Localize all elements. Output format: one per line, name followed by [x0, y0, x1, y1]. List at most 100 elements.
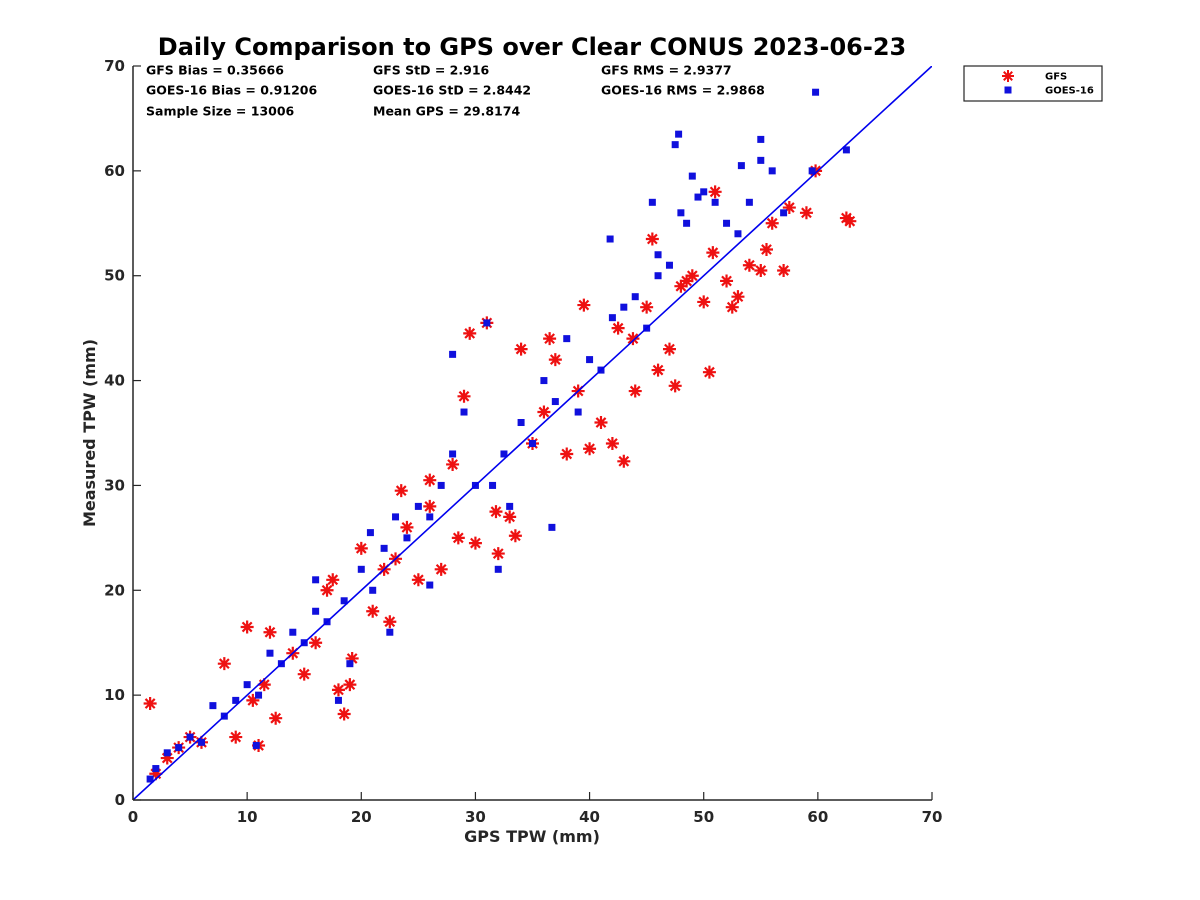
y-tick-label: 30	[104, 476, 125, 494]
data-point	[645, 232, 659, 246]
data-point	[392, 513, 400, 521]
data-point	[702, 365, 716, 379]
x-tick-label: 60	[807, 808, 828, 826]
data-point	[742, 258, 756, 272]
data-point	[357, 565, 365, 573]
data-point	[697, 295, 711, 309]
data-point	[665, 261, 673, 269]
data-point	[654, 272, 662, 280]
data-point	[326, 573, 340, 587]
x-tick-label: 30	[465, 808, 486, 826]
data-point	[548, 353, 562, 367]
data-point	[606, 235, 614, 243]
data-point	[240, 620, 254, 634]
data-point	[608, 314, 616, 322]
data-point	[232, 696, 240, 704]
x-tick-label: 40	[579, 808, 600, 826]
data-point	[674, 279, 688, 293]
data-point	[799, 206, 813, 220]
x-tick-label: 70	[922, 808, 943, 826]
data-point	[383, 615, 397, 629]
data-point	[400, 520, 414, 534]
data-point	[620, 303, 628, 311]
data-point	[648, 198, 656, 206]
data-point	[594, 416, 608, 430]
data-point	[611, 321, 625, 335]
data-point	[731, 290, 745, 304]
data-point	[842, 146, 850, 154]
legend-label: GFS	[1045, 72, 1067, 83]
data-point	[491, 547, 505, 561]
data-point	[434, 562, 448, 576]
data-point	[725, 300, 739, 314]
data-point	[506, 502, 514, 510]
stat-text: GFS Bias = 0.35666	[146, 63, 284, 78]
data-point	[508, 529, 522, 543]
data-point	[386, 628, 394, 636]
data-point	[346, 660, 354, 668]
data-point	[411, 573, 425, 587]
data-point	[394, 484, 408, 498]
data-point	[503, 510, 517, 524]
data-point	[583, 442, 597, 456]
data-point	[269, 711, 283, 725]
data-point	[843, 214, 857, 228]
data-point	[529, 439, 536, 447]
data-point	[685, 269, 699, 283]
data-point	[143, 697, 157, 711]
data-point	[543, 332, 557, 346]
data-point	[320, 583, 334, 597]
data-point	[708, 185, 722, 199]
data-point	[209, 702, 217, 710]
data-point	[354, 541, 368, 555]
data-point	[146, 775, 154, 783]
data-point	[186, 733, 194, 741]
stat-text: Mean GPS = 29.8174	[373, 104, 520, 119]
y-axis-label: Measured TPW (mm)	[80, 339, 99, 527]
data-point	[577, 298, 591, 312]
data-point	[297, 667, 311, 681]
data-point	[380, 544, 388, 552]
axes: 0 10 20 30 40 50 60 70 0 10 20 30 40 50 60 70	[104, 57, 942, 826]
y-tick-label: 10	[104, 686, 125, 704]
data-point	[500, 450, 508, 458]
data-point	[229, 730, 243, 744]
data-point	[777, 263, 791, 277]
data-point	[414, 502, 422, 510]
data-point	[757, 156, 765, 164]
data-point	[808, 167, 816, 175]
data-point	[468, 536, 482, 550]
data-point	[175, 744, 183, 752]
data-point	[426, 581, 434, 589]
data-point	[563, 335, 571, 343]
data-point	[574, 408, 582, 416]
data-point	[366, 529, 374, 537]
data-point	[494, 565, 502, 573]
data-point	[537, 405, 551, 419]
data-point	[548, 523, 556, 531]
stat-text: GOES-16 Bias = 0.91206	[146, 83, 317, 98]
data-point	[246, 693, 260, 707]
stat-text: Sample Size = 13006	[146, 104, 295, 119]
data-point	[309, 636, 323, 650]
data-point	[243, 681, 251, 689]
data-point	[757, 135, 765, 143]
stat-text: GFS RMS = 2.9377	[601, 63, 732, 78]
data-point	[489, 505, 503, 519]
data-point	[688, 172, 696, 180]
stat-text: GOES-16 RMS = 2.9868	[601, 83, 765, 98]
data-point	[782, 201, 796, 215]
data-point	[514, 342, 528, 356]
data-point	[457, 389, 471, 403]
data-point	[720, 274, 734, 288]
data-point	[451, 531, 465, 545]
data-point	[765, 216, 779, 230]
data-point	[152, 765, 160, 773]
data-point	[683, 219, 691, 227]
data-point	[651, 363, 665, 377]
legend-label: GOES-16	[1045, 86, 1094, 97]
x-axis-label: GPS TPW (mm)	[464, 827, 600, 846]
y-tick-label: 60	[104, 162, 125, 180]
x-tick-label: 0	[128, 808, 138, 826]
